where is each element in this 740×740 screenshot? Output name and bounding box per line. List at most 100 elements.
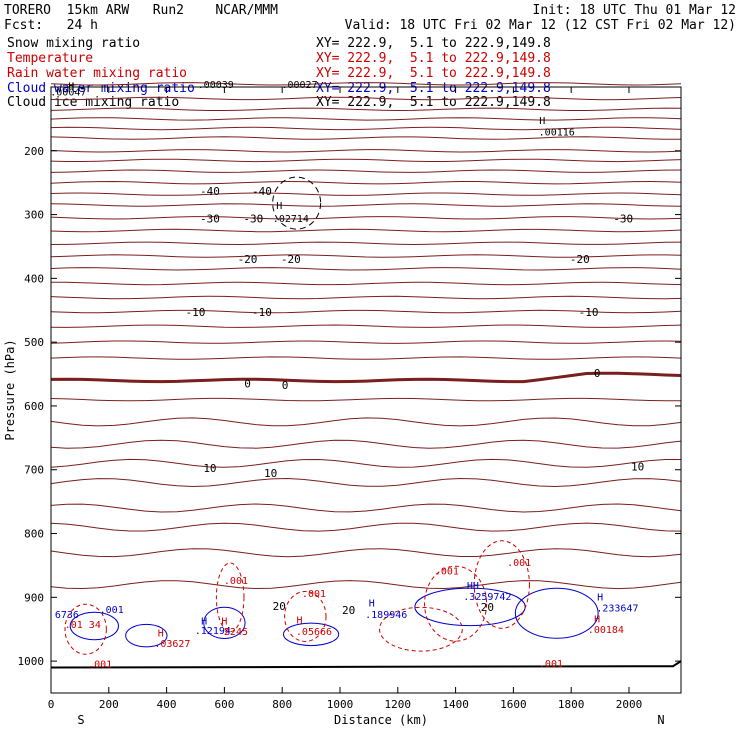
extremum-label: 6736 xyxy=(55,610,79,621)
init-time: Init: 18 UTC Thu 01 Mar 12 xyxy=(532,3,737,18)
extremum-label: H xyxy=(594,614,600,625)
temperature-label: -30 xyxy=(243,212,263,225)
temperature-label: -10 xyxy=(579,306,599,319)
y-tick-label: 300 xyxy=(24,209,44,222)
isotherm-line xyxy=(50,580,682,590)
valid-time: Valid: 18 UTC Fri 02 Mar 12 (12 CST Fri … xyxy=(344,18,736,33)
precip-contour xyxy=(424,565,488,642)
temperature-label: 20 xyxy=(342,604,355,617)
north-label: N xyxy=(657,713,664,727)
temperature-label: 0 xyxy=(282,379,289,392)
isotherm-line xyxy=(50,126,682,131)
legend-rain: Rain water mixing ratio xyxy=(7,66,188,81)
precip-contour xyxy=(203,606,246,639)
temperature-label: -40 xyxy=(252,185,272,198)
isotherm-line xyxy=(50,203,682,207)
isotherm-line xyxy=(50,295,682,300)
extremum-label: H xyxy=(201,616,207,627)
isotherm-line xyxy=(50,267,682,271)
extremum-label: .12194 xyxy=(195,626,231,637)
x-tick-label: 2000 xyxy=(616,698,643,711)
isotherm-line xyxy=(50,309,682,314)
x-tick-label: 1800 xyxy=(558,698,585,711)
extremum-label: H xyxy=(221,616,227,627)
extremum-label: .001 xyxy=(539,659,563,670)
isotherm-line xyxy=(50,340,682,344)
south-label: S xyxy=(77,713,84,727)
temperature-label: 0 xyxy=(594,367,601,380)
isotherm-line xyxy=(50,371,682,384)
isotherm-line xyxy=(50,417,682,427)
precip-contour xyxy=(514,587,599,639)
xy-temperature: XY= 222.9, 5.1 to 222.9,149.8 xyxy=(316,51,551,66)
extremum-label: .01 34 xyxy=(65,620,101,631)
isotherm-line xyxy=(50,136,681,140)
temperature-label: -20 xyxy=(281,253,301,266)
extremum-label: H xyxy=(276,201,282,212)
extremum-label: .189946 xyxy=(365,610,407,621)
xy-snow: XY= 222.9, 5.1 to 222.9,149.8 xyxy=(316,36,551,51)
x-tick-label: 1400 xyxy=(442,698,469,711)
precip-contour xyxy=(379,606,463,652)
extremum-label: H xyxy=(539,116,545,127)
extremum-label: .001 xyxy=(435,567,459,578)
isotherm-line xyxy=(50,96,682,101)
xy-rain: XY= 222.9, 5.1 to 222.9,149.8 xyxy=(316,66,551,81)
temperature-label: -40 xyxy=(200,185,220,198)
temperature-contours xyxy=(50,82,682,669)
isotherm-line xyxy=(50,477,682,488)
isotherm-line xyxy=(50,82,682,86)
y-tick-label: 400 xyxy=(24,272,44,285)
y-tick-label: 200 xyxy=(24,145,44,158)
isotherm-line xyxy=(50,458,681,468)
isotherm-line xyxy=(50,117,682,121)
isotherm-line xyxy=(51,281,682,286)
extremum-label: .02714 xyxy=(273,214,309,225)
precip-contour xyxy=(473,540,530,629)
isotherm-line xyxy=(50,169,682,173)
surface-line xyxy=(50,660,682,669)
extremum-label: .001 xyxy=(302,589,326,600)
extremum-label: .00027 xyxy=(281,80,317,91)
isotherm-line xyxy=(50,158,682,163)
extremum-label: 2245 xyxy=(224,627,248,638)
forecast-hour: Fcst: 24 h xyxy=(4,18,98,33)
extremum-label: .233647 xyxy=(596,604,638,615)
temperature-label: 20 xyxy=(481,601,494,614)
isotherm-line xyxy=(50,149,682,153)
extremum-label: .001 xyxy=(507,558,531,569)
extremum-label: .001 xyxy=(100,605,124,616)
isotherm-line xyxy=(50,180,682,185)
y-tick-label: 700 xyxy=(24,464,44,477)
y-tick-label: 1000 xyxy=(18,655,45,668)
isotherm-line xyxy=(50,107,682,112)
extremum-label: .03627 xyxy=(154,639,190,650)
y-tick-label: 500 xyxy=(24,336,44,349)
temperature-label: 20 xyxy=(273,600,286,613)
extremum-label: H xyxy=(158,628,164,639)
cloud-fields xyxy=(64,176,599,655)
xy-cloud-ice: XY= 222.9, 5.1 to 222.9,149.8 xyxy=(316,95,551,110)
isotherm-line xyxy=(50,216,682,220)
x-tick-label: 200 xyxy=(99,698,119,711)
temperature-label: 10 xyxy=(631,461,644,474)
precip-contour xyxy=(125,623,168,648)
y-tick-label: 800 xyxy=(24,528,44,541)
isotherm-line xyxy=(50,241,682,246)
y-tick-label: 900 xyxy=(24,591,44,604)
temperature-label: -10 xyxy=(186,306,206,319)
isotherm-line xyxy=(50,503,682,513)
isotherm-line xyxy=(50,397,682,402)
extremum-label: .00184 xyxy=(588,625,624,636)
model-title: TORERO 15km ARW Run2 NCAR/MMM xyxy=(4,3,278,18)
extremum-label: .00039 xyxy=(198,80,234,91)
extremum-label: H xyxy=(297,616,303,627)
extremum-label: H xyxy=(597,593,603,604)
isotherm-line xyxy=(50,356,682,360)
extremum-label: .00116 xyxy=(539,128,575,139)
x-tick-label: 1600 xyxy=(500,698,527,711)
temperature-label: 0 xyxy=(244,378,251,391)
plot-frame xyxy=(50,86,682,694)
temperature-label: 10 xyxy=(264,467,277,480)
